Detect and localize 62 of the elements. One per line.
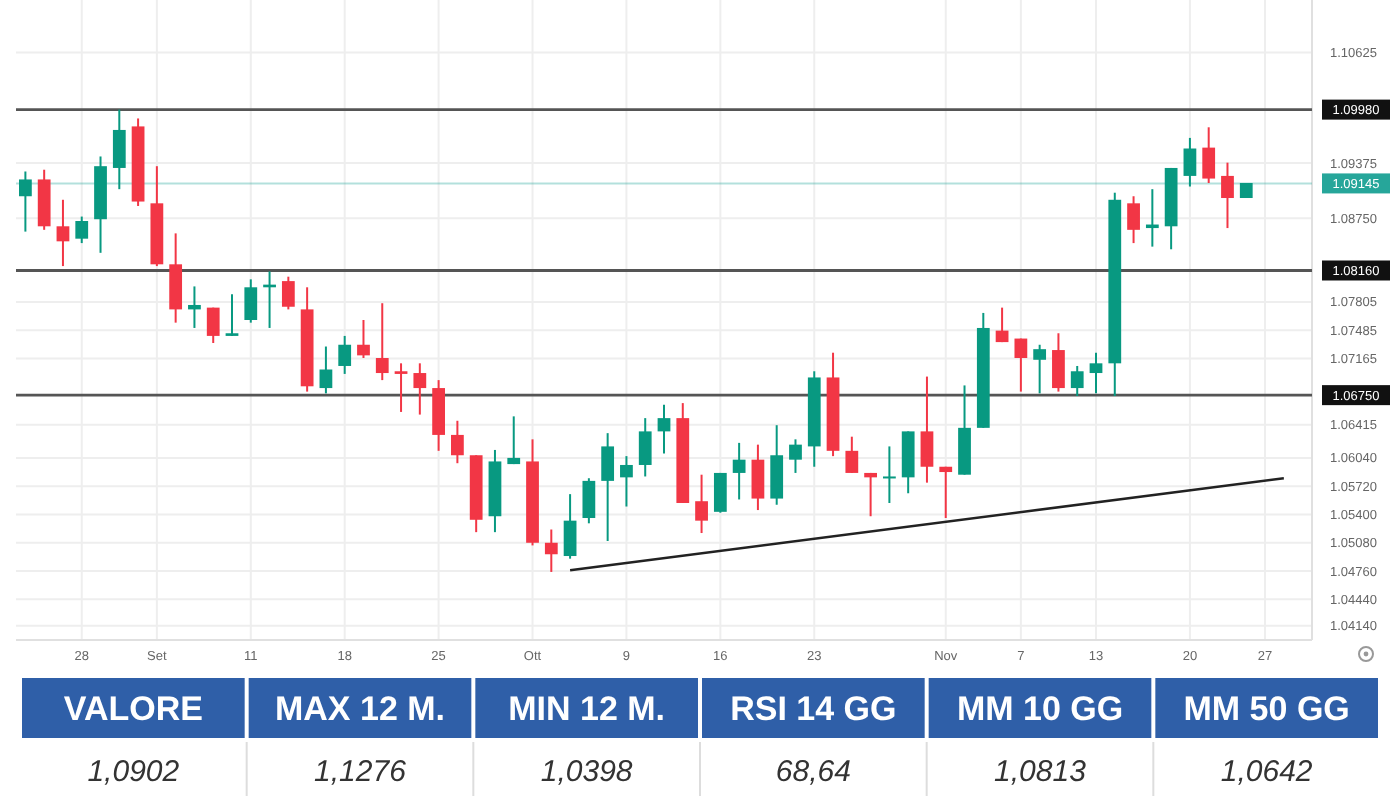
- candlestick: [845, 435, 859, 474]
- category-label: RSI 14 GG: [730, 689, 897, 728]
- candlestick: [901, 430, 915, 495]
- candlestick: [1221, 161, 1234, 230]
- candlestick: [413, 362, 427, 416]
- candlestick: [920, 375, 934, 484]
- candlestick: [1202, 126, 1216, 184]
- candlestick: [789, 438, 802, 474]
- text: 1,0813: [994, 754, 1086, 789]
- candlestick: [601, 432, 615, 542]
- candlestick: [432, 379, 445, 452]
- candlestick: [544, 528, 558, 573]
- candlestick: [751, 443, 765, 512]
- candlestick: [188, 285, 201, 329]
- candlestick: [244, 278, 258, 324]
- candlestick: [770, 424, 784, 506]
- candlestick: [732, 441, 746, 501]
- candlestick: [1052, 332, 1065, 393]
- candlestick: [281, 275, 295, 311]
- candlestick: [1127, 195, 1140, 245]
- candlestick: [338, 334, 352, 375]
- candlestick: [939, 465, 953, 520]
- candlestick: [995, 306, 1009, 344]
- candlestick: [864, 471, 877, 518]
- candlestick: [563, 493, 577, 560]
- text: 68,64: [775, 754, 851, 789]
- candlestick: [657, 403, 671, 455]
- candlestick: [1014, 337, 1028, 393]
- candlestick: [169, 232, 183, 324]
- category-label: MIN 12 M.: [508, 689, 666, 728]
- candlestick: [695, 473, 708, 535]
- candlestick: [883, 445, 896, 504]
- candlestick: [394, 362, 408, 413]
- category-label: VALORE: [63, 689, 203, 728]
- candlestick: [319, 345, 333, 395]
- candlestick: [1183, 136, 1197, 188]
- candlestick: [225, 293, 239, 337]
- candlestick: [112, 108, 126, 191]
- candlestick: [713, 471, 727, 514]
- candlestick: [958, 384, 971, 476]
- candlestick: [75, 215, 89, 245]
- text: 1,0398: [540, 754, 633, 789]
- candlestick: [620, 455, 633, 508]
- candlestick: [1089, 351, 1103, 395]
- candlestick: [507, 415, 521, 466]
- category-label: MM 10 GG: [956, 689, 1124, 728]
- candlestick: [582, 477, 596, 525]
- candlestick: [375, 302, 389, 382]
- candlestick: [1033, 343, 1047, 395]
- candlestick: [357, 319, 370, 360]
- candlestick: [56, 198, 70, 268]
- text: 1,0642: [1220, 754, 1313, 789]
- text: 1,0902: [87, 754, 180, 789]
- candlestick: [206, 306, 220, 344]
- candlestick: [19, 170, 32, 233]
- category-label: MM 50 GG: [1183, 689, 1350, 728]
- candlestick: [37, 168, 51, 231]
- text: 1,1276: [314, 754, 406, 789]
- category-label: MAX 12 M.: [274, 689, 446, 728]
- candlestick: [1070, 364, 1084, 398]
- candlestick: [638, 417, 652, 478]
- candlestick: [451, 419, 464, 465]
